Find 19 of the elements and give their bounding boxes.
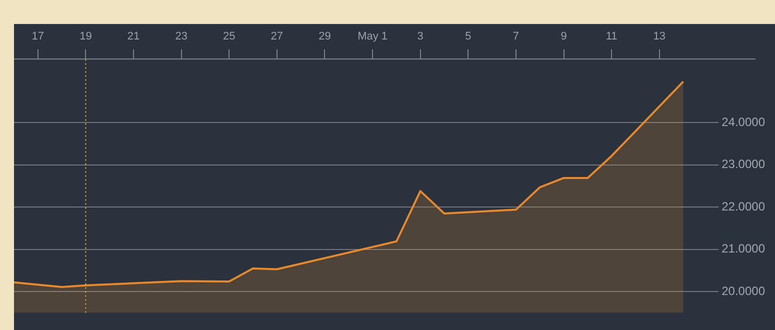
- x-tick-label: 13: [653, 30, 666, 43]
- x-tick-label: 5: [465, 30, 472, 43]
- x-tick-label: 11: [606, 30, 618, 43]
- y-tick-label: 21.0000: [722, 242, 766, 256]
- x-tick-label: 25: [223, 30, 236, 43]
- x-tick-label: 23: [175, 30, 188, 43]
- x-tick-label: 27: [270, 30, 284, 43]
- x-tick-label: 29: [318, 30, 331, 43]
- x-tick-label: May 1: [358, 30, 388, 43]
- y-tick-label: 24.0000: [722, 114, 766, 129]
- x-tick-label: 19: [80, 30, 92, 43]
- x-tick-label: 17: [32, 30, 44, 43]
- y-tick-label: 20.0000: [722, 284, 766, 298]
- x-tick-label: 21: [127, 30, 140, 43]
- x-tick-label: 3: [417, 30, 424, 43]
- y-tick-label: 23.0000: [722, 157, 766, 172]
- x-tick-label: 9: [560, 30, 567, 43]
- x-tick-label: 7: [512, 30, 520, 43]
- y-tick-label: 22.0000: [722, 199, 766, 214]
